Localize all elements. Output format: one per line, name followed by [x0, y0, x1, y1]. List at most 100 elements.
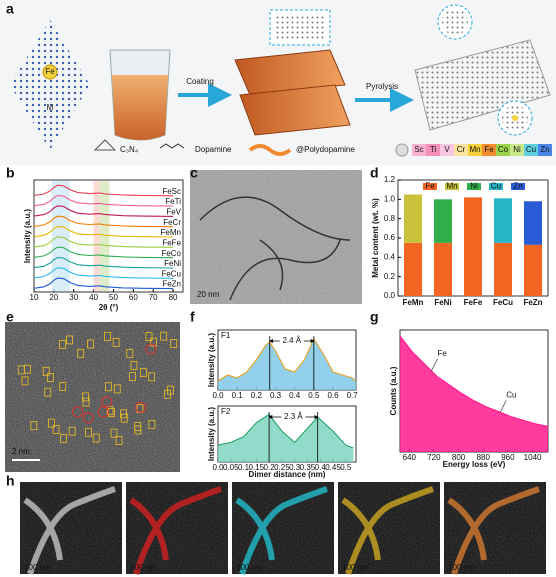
- element-symbol: Cr: [457, 145, 466, 154]
- x-tick-label: 0.3: [289, 463, 301, 472]
- y-axis-label: Metal content (wt. %): [371, 198, 380, 278]
- x-tick-label: 70: [149, 293, 158, 302]
- atom-box: [52, 425, 60, 434]
- x-tick-label: 1040: [524, 453, 542, 462]
- subplot-label: F1: [221, 331, 231, 340]
- atom-box: [139, 368, 147, 378]
- x-tick-label: 0.1: [238, 463, 250, 472]
- inset-lattice: [442, 9, 468, 35]
- series-name: FeSc: [162, 187, 181, 196]
- atom-box: [129, 372, 137, 381]
- x-tick-label: 800: [452, 453, 466, 462]
- map-signal: [23, 486, 116, 575]
- y-tick-label: 1.0: [384, 194, 396, 203]
- plot-frame: [33, 179, 184, 293]
- legend-swatch: [423, 183, 437, 190]
- atom-box: [110, 428, 118, 438]
- atom-box: [120, 409, 127, 419]
- tem-texture: [190, 170, 362, 304]
- x-tick-label: 0.5: [340, 463, 352, 472]
- atom-circle: [72, 406, 84, 418]
- element-symbol: Ni: [513, 145, 521, 154]
- y-tick-label: 1.2: [384, 175, 396, 184]
- profile-line: [217, 413, 354, 449]
- atom-box: [66, 335, 73, 345]
- atom-box: [85, 427, 93, 437]
- coated-sheet: [239, 84, 351, 136]
- atom-circle: [145, 343, 157, 355]
- x-tick-label: FeCu: [493, 298, 513, 307]
- panel-label: g: [370, 309, 379, 325]
- xrd-curve: [33, 236, 174, 248]
- x-axis-label: Dimer distance (nm): [249, 470, 326, 479]
- xrd-curve: [33, 215, 174, 228]
- atom-box: [86, 339, 94, 349]
- y-axis-label: Intensity (a.u.): [207, 333, 216, 388]
- atom-circle: [101, 396, 113, 408]
- x-tick-label: 640: [403, 453, 417, 462]
- x-tick-label: 0.3: [270, 391, 282, 400]
- x-tick-label: 40: [89, 293, 98, 302]
- x-tick-label: 10: [30, 293, 39, 302]
- graphene-sheet: [414, 39, 551, 131]
- panel-label: b: [6, 165, 15, 181]
- haadf-texture: [5, 322, 180, 472]
- atom-box: [77, 348, 85, 358]
- element-swatch: [510, 144, 524, 156]
- bar-segment: [524, 201, 542, 245]
- element-swatch: [426, 144, 440, 156]
- scale-bar-label: 100 nm: [236, 563, 263, 572]
- atom-box: [21, 376, 29, 386]
- polydopamine-icon: [248, 144, 292, 156]
- atom-box: [104, 331, 111, 341]
- element-symbol: V: [444, 145, 450, 154]
- metal-site: M: [47, 103, 54, 112]
- element-swatch: [440, 144, 454, 156]
- legend-swatch: [511, 183, 525, 190]
- micrograph-h: 100 nm 100 nm 100 nm 100 nm 100 nm: [20, 482, 546, 575]
- bar-segment: [494, 198, 512, 243]
- map-signal: [341, 486, 434, 575]
- profile-line: [217, 337, 357, 382]
- element-symbol: Zn: [540, 145, 549, 154]
- series-name: FeNi: [164, 259, 181, 268]
- x-tick-label: 720: [427, 453, 441, 462]
- scheme: Fe M C₃N₄ Dopamine @Polydopamine Coating…: [0, 0, 556, 165]
- element-swatch: [482, 144, 496, 156]
- y-axis-label: Intensity (a.u.): [207, 407, 216, 462]
- atom-box: [30, 421, 38, 431]
- series-name: FeCr: [163, 218, 181, 227]
- panel-label: e: [6, 309, 14, 325]
- x-tick-label: 0.05: [223, 463, 239, 472]
- scale-bar-label: 100 nm: [448, 563, 475, 572]
- element-symbol: Co: [498, 145, 509, 154]
- x-tick-label: 0.0: [212, 463, 224, 472]
- x-axis-label: Energy loss (eV): [443, 460, 506, 469]
- coating-label: @Polydopamine: [296, 145, 355, 154]
- panel-label: c: [190, 165, 198, 181]
- series-name: FeZn: [162, 280, 181, 289]
- atom-box: [113, 384, 121, 394]
- atom-box: [105, 382, 112, 392]
- x-tick-label: 0.5: [308, 391, 320, 400]
- map-signal: [235, 486, 328, 575]
- element-swatch: [412, 144, 426, 156]
- atom-box: [134, 425, 142, 435]
- metal-atom: [42, 64, 58, 80]
- x-tick-label: 60: [129, 293, 138, 302]
- annotation-leader: [499, 400, 507, 413]
- atom-box: [145, 332, 153, 341]
- element-swatch: [454, 144, 468, 156]
- panel-label: d: [370, 165, 379, 181]
- element-symbol: Sc: [414, 145, 423, 154]
- element-swatch: [468, 144, 482, 156]
- xrd-curve: [33, 205, 174, 217]
- atom-box: [106, 406, 114, 415]
- atom-box: [115, 436, 123, 445]
- xrd-curve: [33, 256, 174, 269]
- map-signal: [129, 486, 222, 575]
- atom-box: [160, 331, 168, 341]
- y-axis-label: Intensity (a.u.): [23, 209, 32, 264]
- element-symbol: Cu: [526, 145, 536, 154]
- coated-sheet: [234, 49, 346, 96]
